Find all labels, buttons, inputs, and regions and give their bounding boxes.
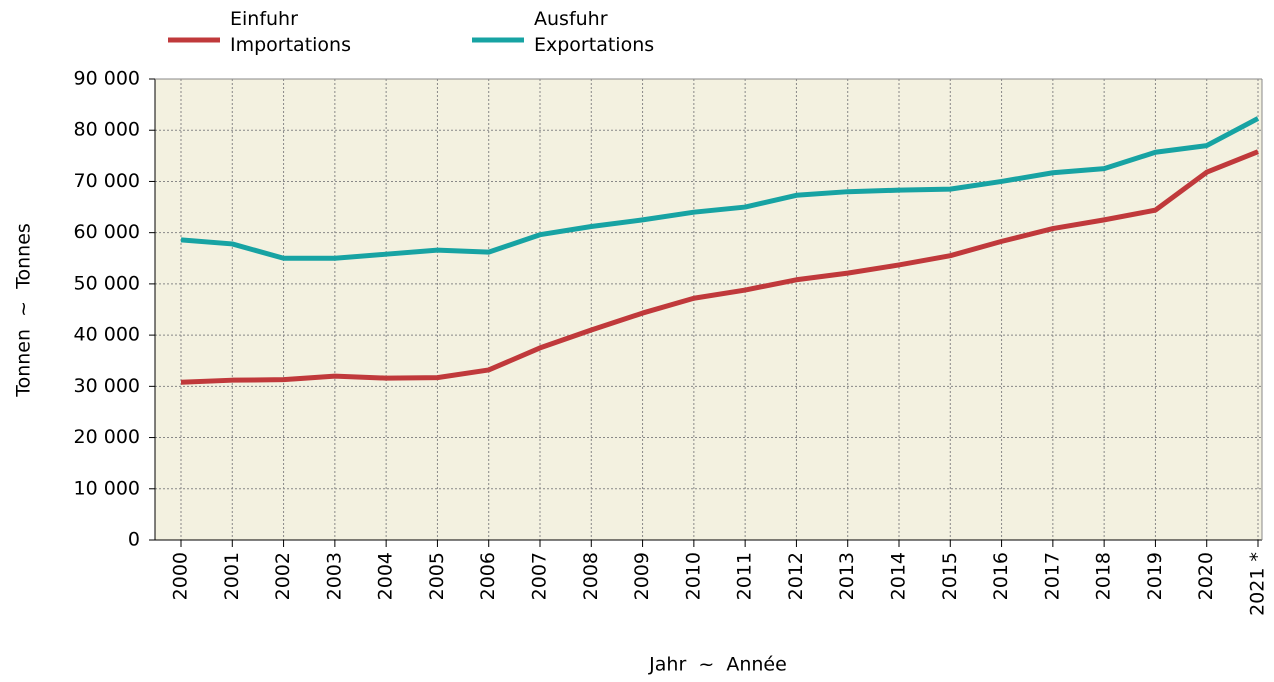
y-tick-label: 60 000 (74, 221, 140, 243)
series-line (180, 149, 1259, 385)
x-tick-label: 2007 (529, 552, 551, 600)
x-tick-label: 2002 (272, 552, 294, 600)
y-tick-label: 40 000 (74, 324, 140, 346)
x-tick-label: 2012 (785, 552, 807, 600)
x-tick-label: 2004 (375, 552, 397, 600)
y-tick-label: 50 000 (74, 272, 140, 294)
x-tick-label: 2005 (426, 552, 448, 600)
y-tick-label: 80 000 (74, 119, 140, 141)
y-tick-label: 0 (128, 529, 140, 551)
x-tick-label: 2016 (990, 552, 1012, 600)
y-tick-label: 70 000 (74, 170, 140, 192)
x-tick-label: 2017 (1041, 552, 1063, 600)
x-tick-label: 2021 * (1247, 552, 1269, 616)
y-tick-label: 20 000 (74, 426, 140, 448)
x-tick-label: 2003 (323, 552, 345, 600)
x-tick-label: 2013 (836, 552, 858, 600)
x-tick-label: 2000 (170, 552, 192, 600)
x-tick-label: 2001 (221, 552, 243, 600)
y-tick-label: 10 000 (74, 477, 140, 499)
x-tick-label: 2015 (939, 552, 961, 600)
x-tick-label: 2006 (477, 552, 499, 600)
x-tick-label: 2008 (580, 552, 602, 600)
y-tick-label: 30 000 (74, 375, 140, 397)
series-line (180, 116, 1260, 261)
x-tick-label: 2009 (631, 552, 653, 600)
x-tick-label: 2019 (1144, 552, 1166, 600)
legend-label: Ausfuhr Exportations (534, 8, 655, 56)
legend-label: Einfuhr Importations (230, 8, 351, 56)
y-axis-label: Tonnen ~ Tonnes (13, 223, 35, 398)
x-axis-label: Jahr ~ Année (648, 654, 787, 676)
x-tick-label: 2018 (1093, 552, 1115, 600)
x-tick-label: 2011 (734, 552, 756, 600)
x-tick-label: 2010 (682, 552, 704, 600)
y-tick-label: 90 000 (74, 68, 140, 90)
x-tick-label: 2020 (1195, 552, 1217, 600)
plot-area (155, 79, 1262, 540)
x-tick-label: 2014 (888, 552, 910, 600)
